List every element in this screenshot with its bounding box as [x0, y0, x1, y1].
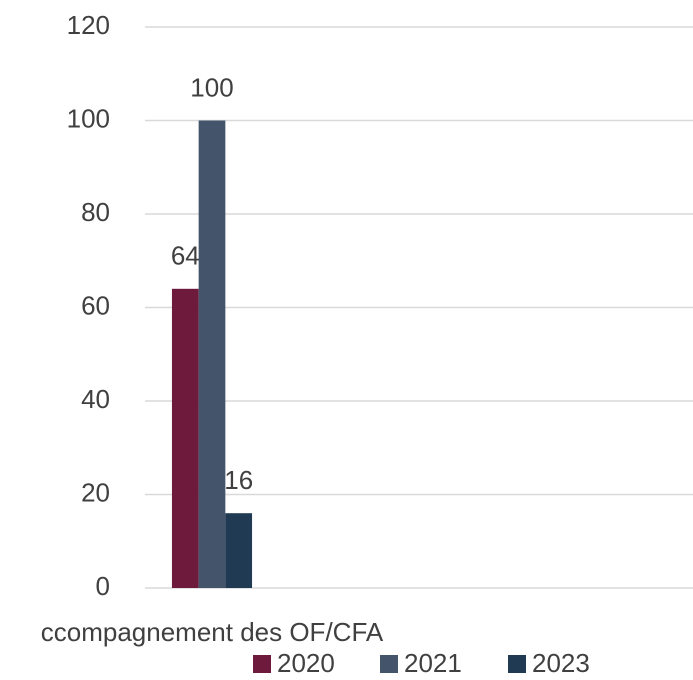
data-label: 100 — [190, 72, 233, 102]
bar — [171, 288, 199, 588]
legend-swatch — [380, 655, 398, 673]
x-tick-label: ccompagnement des OF/CFA — [41, 617, 384, 647]
y-tick-label: 20 — [81, 477, 110, 507]
y-tick-label: 0 — [96, 571, 110, 601]
legend-label: 2023 — [532, 648, 590, 678]
data-label: 64 — [171, 241, 200, 271]
y-tick-label: 80 — [81, 197, 110, 227]
bar — [198, 120, 226, 588]
y-tick-label: 100 — [67, 103, 110, 133]
y-tick-label: 60 — [81, 290, 110, 320]
bar — [225, 513, 253, 588]
data-label: 16 — [224, 465, 253, 495]
y-tick-label: 40 — [81, 384, 110, 414]
legend-label: 2020 — [277, 648, 335, 678]
legend-label: 2021 — [404, 648, 462, 678]
legend-swatch — [508, 655, 526, 673]
y-tick-label: 120 — [67, 10, 110, 40]
legend-swatch — [253, 655, 271, 673]
